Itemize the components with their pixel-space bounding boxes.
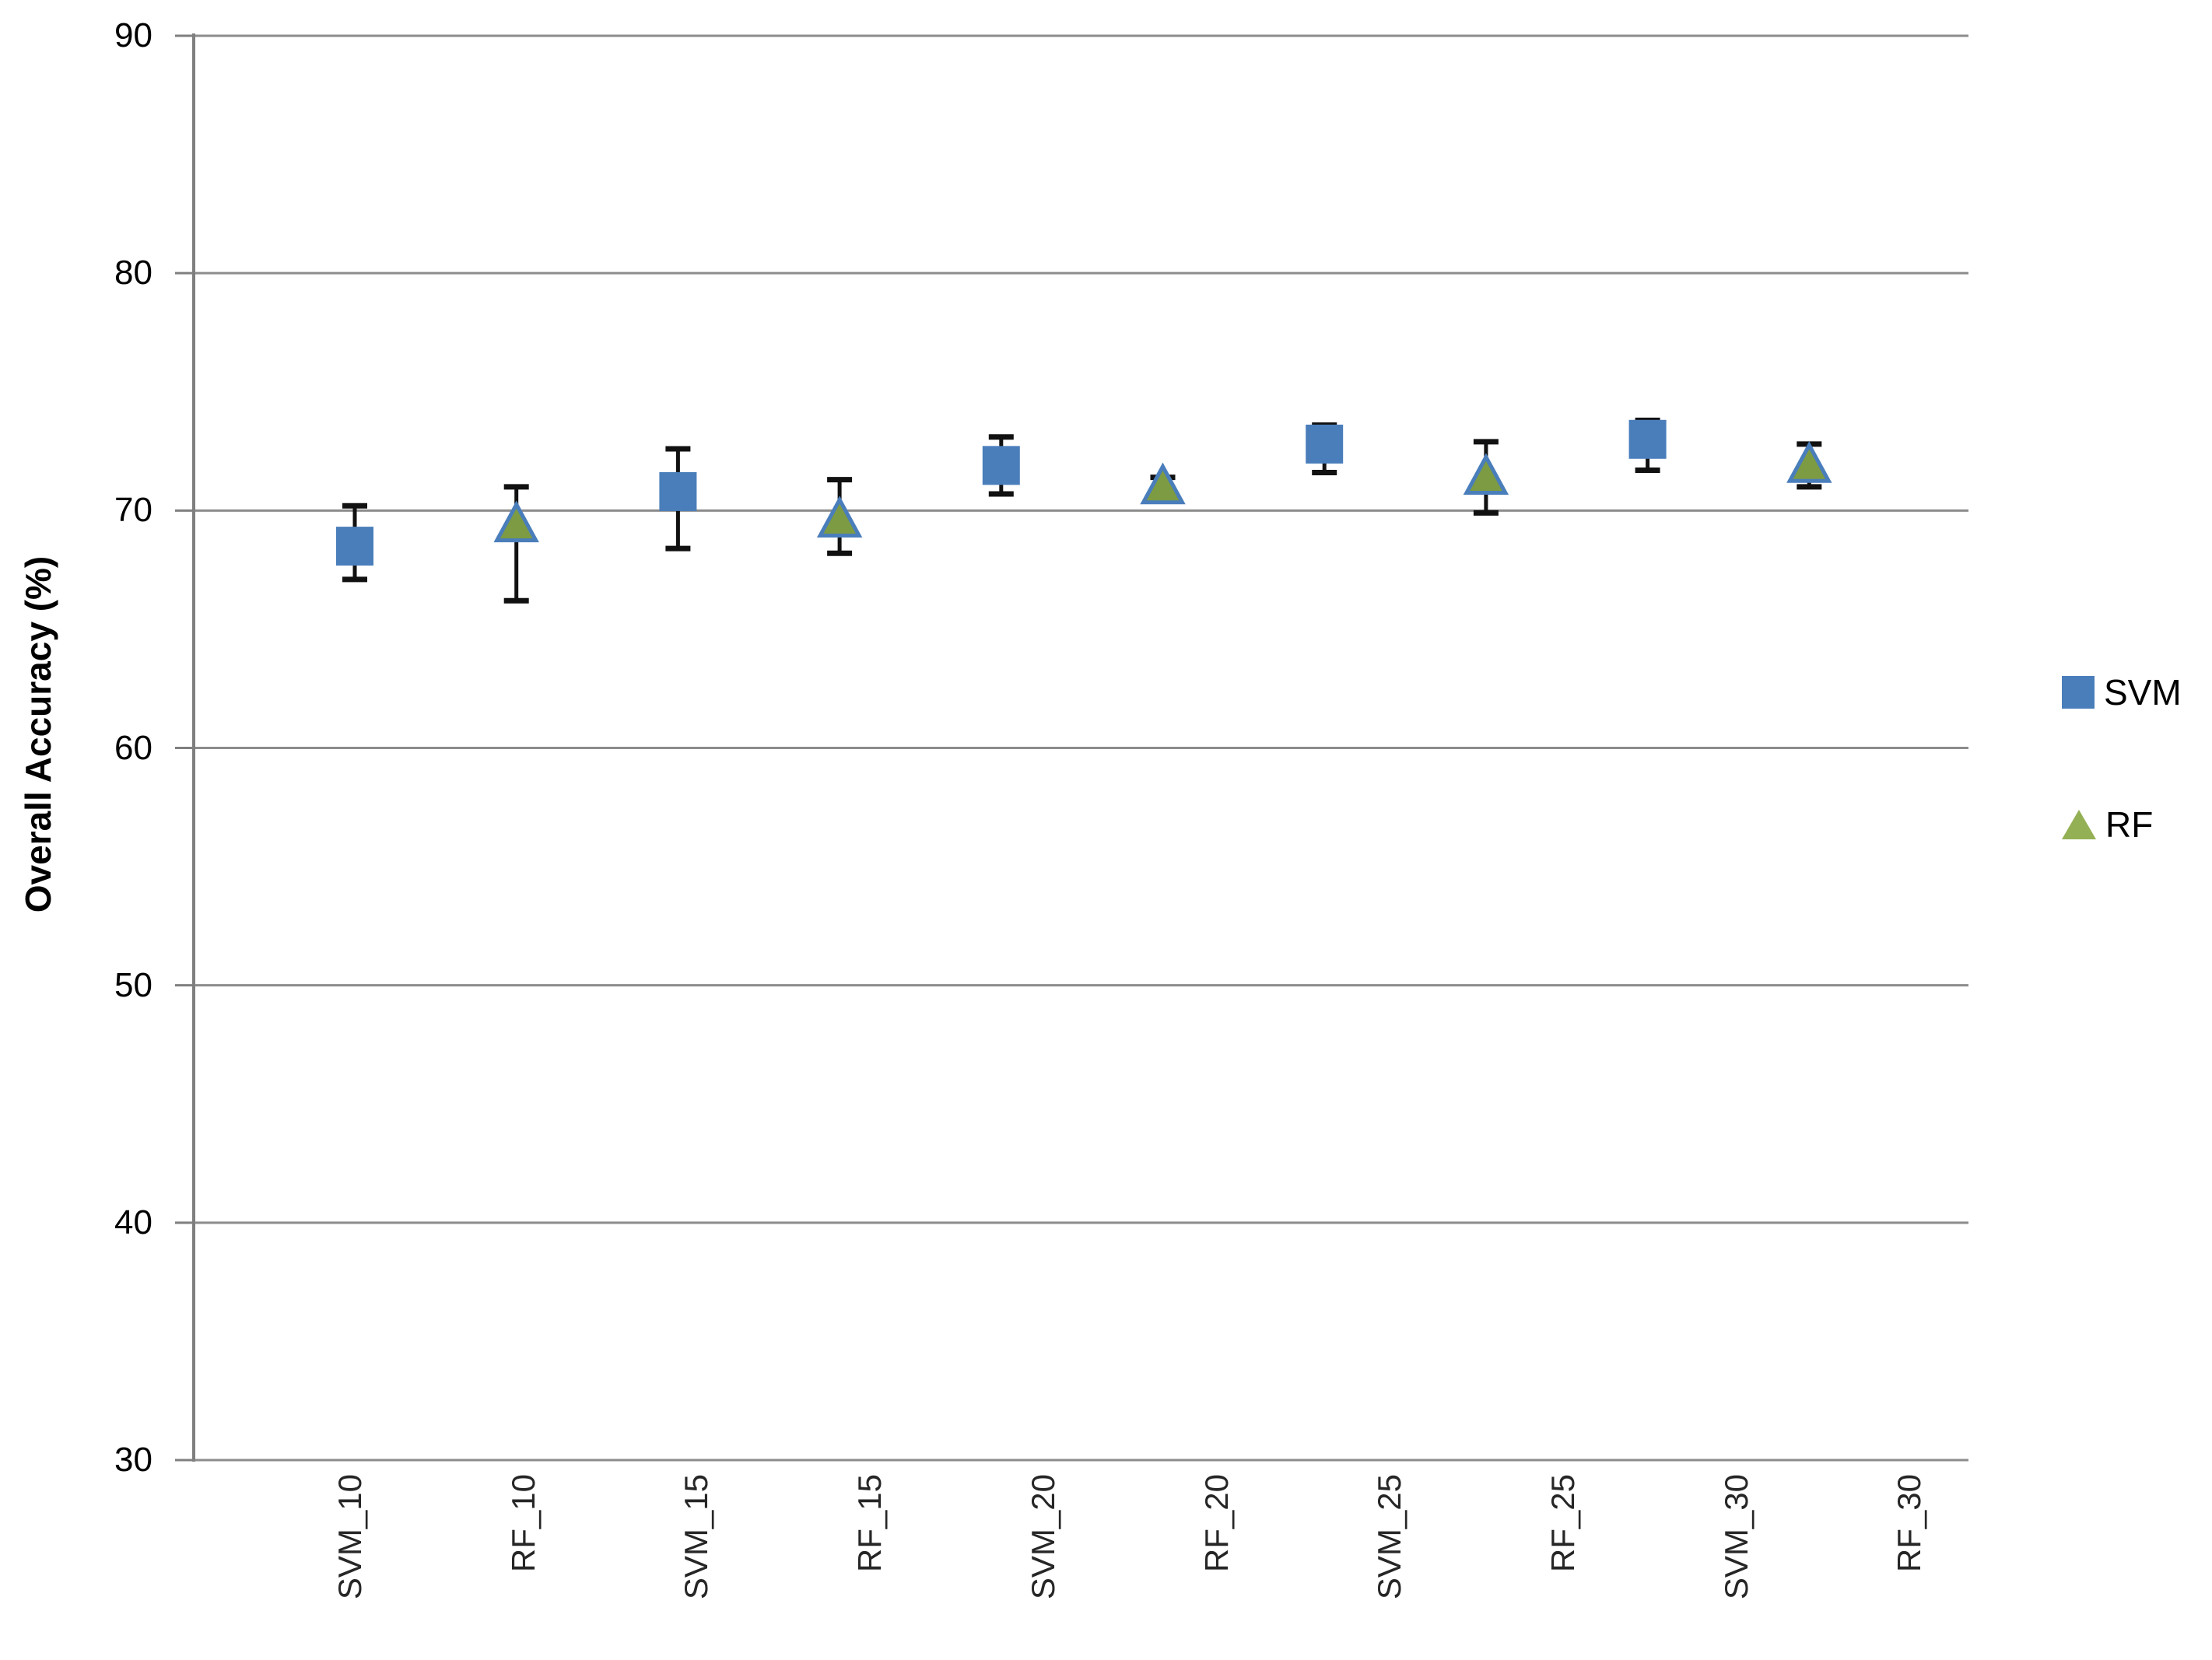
category-label: SVM_10 [331, 1474, 368, 1600]
category-label: RF_25 [1544, 1474, 1581, 1573]
category-label: RF_10 [504, 1474, 542, 1573]
svm-data-point [659, 471, 697, 511]
rf-data-point [1140, 462, 1186, 505]
rf-data-point [1463, 453, 1509, 496]
rf-data-point [493, 500, 539, 543]
svm-data-point [1306, 424, 1344, 464]
svm-data-point [982, 446, 1020, 485]
category-label: SVM_20 [1024, 1474, 1061, 1600]
legend-label-rf: RF [2105, 804, 2154, 845]
category-label: SVM_25 [1371, 1474, 1408, 1600]
svm-square-icon [2062, 676, 2095, 709]
legend-label-svm: SVM [2104, 672, 2182, 713]
svm-data-point [1628, 419, 1667, 459]
y-tick-label: 90 [114, 16, 152, 54]
y-tick-label: 50 [114, 965, 152, 1004]
y-tick-label: 40 [114, 1203, 152, 1241]
y-tick-label: 60 [114, 728, 152, 767]
legend-item-svm: SVM [2062, 667, 2182, 717]
rf-data-point [816, 496, 863, 538]
legend-item-rf: RF [2062, 800, 2153, 849]
rf-triangle-icon [2062, 810, 2096, 839]
category-label: RF_20 [1197, 1474, 1235, 1573]
y-tick-label: 70 [114, 491, 152, 530]
y-tick-label: 80 [114, 254, 152, 292]
svm-data-point [336, 527, 373, 566]
rf-data-point [1786, 441, 1832, 483]
category-label: RF_30 [1891, 1474, 1928, 1573]
category-label: SVM_30 [1717, 1474, 1755, 1600]
category-label: SVM_15 [678, 1474, 715, 1600]
y-axis-title: Overall Accuracy (%) [18, 555, 58, 913]
y-tick-label: 30 [114, 1441, 152, 1479]
category-label: RF_15 [851, 1474, 889, 1573]
